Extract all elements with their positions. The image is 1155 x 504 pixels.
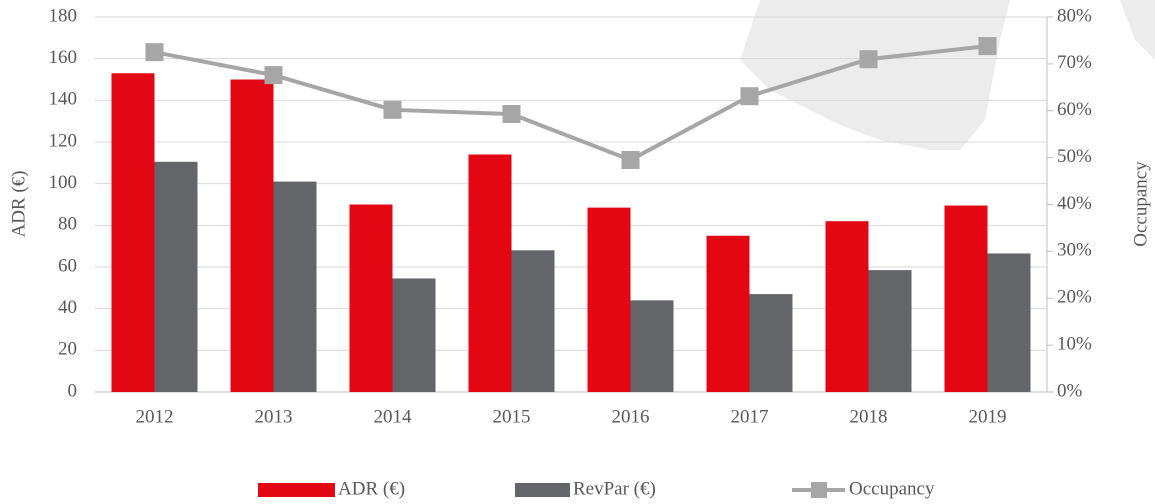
x-tick-label: 2016 (612, 406, 650, 427)
y2-tick-label: 20% (1057, 287, 1092, 308)
y2-tick-label: 0% (1057, 380, 1083, 401)
legend-label: ADR (€) (338, 478, 405, 499)
y2-tick-label: 10% (1057, 333, 1092, 354)
line-marker (383, 100, 402, 119)
y-tick-label: 140 (49, 89, 78, 110)
y2-tick-label: 70% (1057, 52, 1092, 73)
bar (749, 294, 793, 392)
legend-label: RevPar (€) (573, 478, 656, 499)
legend-swatch (515, 483, 570, 497)
x-tick-label: 2017 (731, 406, 769, 427)
line-marker (264, 66, 283, 85)
line (154, 44, 988, 163)
bar (944, 205, 988, 392)
line-marker (502, 105, 521, 124)
y2-tick-label: 40% (1057, 193, 1092, 214)
bar (987, 253, 1031, 392)
bar (630, 300, 674, 392)
y2-tick-label: 50% (1057, 146, 1092, 167)
y2-tick-label: 60% (1057, 99, 1092, 120)
y-tick-label: 120 (49, 130, 78, 151)
bar (111, 73, 155, 392)
x-tick-label: 2014 (374, 406, 413, 427)
x-tick-label: 2012 (136, 406, 174, 427)
y-tick-label: 180 (49, 5, 78, 26)
y-tick-label: 80 (58, 214, 77, 235)
legend-swatch (811, 482, 827, 498)
bar (273, 181, 317, 392)
line-marker (978, 37, 997, 56)
legend-label: Occupancy (849, 478, 935, 499)
x-tick-label: 2018 (850, 406, 888, 427)
y-tick-label: 100 (49, 172, 78, 193)
background-shape (740, 0, 1010, 150)
bar (230, 79, 274, 392)
y2-axis-label: Occupancy (1130, 161, 1151, 247)
y2-tick-label: 30% (1057, 240, 1092, 261)
x-tick-label: 2019 (969, 406, 1007, 427)
x-tick-label: 2013 (255, 406, 293, 427)
x-tick-label: 2015 (493, 406, 531, 427)
line-marker (859, 50, 878, 69)
bar (706, 235, 750, 392)
bar (587, 207, 631, 392)
y-axis-label: ADR (€) (8, 170, 29, 237)
legend-swatch (258, 483, 335, 497)
bar (825, 221, 869, 392)
background-shape (1120, 0, 1155, 60)
bar (868, 270, 912, 392)
y-tick-label: 20 (58, 339, 77, 360)
line-marker (621, 150, 640, 169)
bar (468, 154, 512, 392)
y-tick-label: 160 (49, 47, 78, 68)
bar (349, 204, 393, 392)
y-tick-label: 40 (58, 297, 77, 318)
line-marker (740, 87, 759, 106)
bar (392, 278, 436, 392)
y-tick-label: 0 (68, 380, 78, 401)
bar (154, 161, 198, 392)
bar (511, 250, 555, 392)
line-marker (145, 43, 164, 62)
y-tick-label: 60 (58, 255, 77, 276)
y2-tick-label: 80% (1057, 5, 1092, 26)
